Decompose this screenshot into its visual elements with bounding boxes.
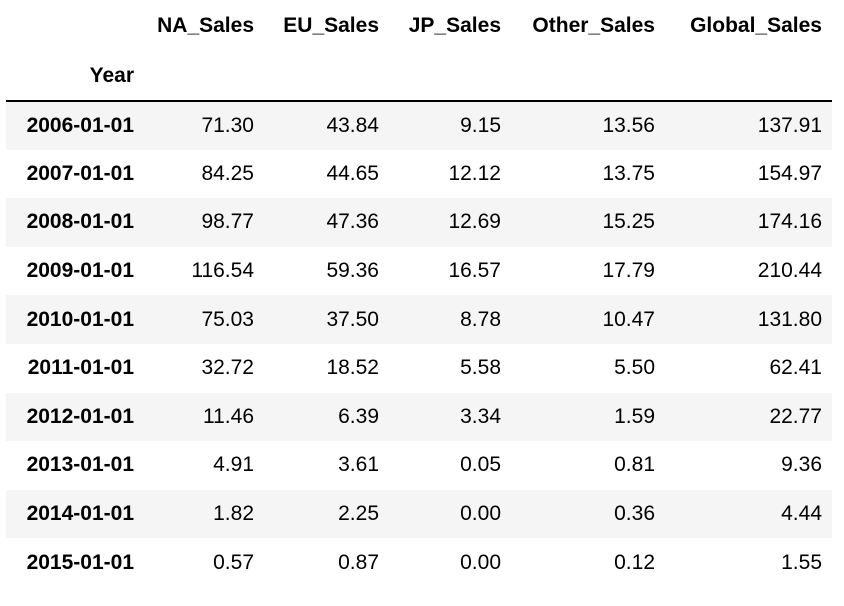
table-cell: 71.30	[134, 100, 264, 150]
table-cell: 9.15	[389, 100, 511, 150]
table-cell: 0.57	[213, 550, 254, 574]
table-cell: 0.36	[614, 502, 655, 526]
table-row: 2006-01-01 71.30 43.84 9.15 13.56 137.91	[6, 100, 832, 150]
row-index-label: 2013-01-01	[26, 453, 134, 477]
table-cell: 12.69	[448, 210, 501, 234]
table-cell: 17.79	[602, 259, 655, 283]
table-cell: 32.72	[201, 356, 254, 380]
row-index-label: 2006-01-01	[6, 100, 134, 150]
table-cell: 5.58	[460, 356, 501, 380]
empty-header-cell	[389, 52, 511, 101]
table-cell: 4.44	[781, 502, 822, 526]
table-row: 2007-01-01 84.25 44.65 12.12 13.75 154.97	[6, 149, 832, 199]
empty-header-cell	[264, 52, 389, 101]
table-cell: 15.25	[602, 210, 655, 234]
table-cell: 13.56	[511, 100, 665, 150]
table-cell: 0.87	[338, 550, 379, 574]
table-cell: 1.59	[614, 404, 655, 428]
table-cell: 131.80	[757, 307, 822, 331]
row-index-label: 2008-01-01	[26, 210, 134, 234]
index-name: Year	[89, 64, 134, 87]
column-header-row: NA_Sales EU_Sales JP_Sales Other_Sales G…	[6, 0, 832, 52]
table-cell: 22.77	[769, 404, 822, 428]
table-cell: 84.25	[201, 161, 254, 185]
table-cell: 210.44	[757, 259, 822, 283]
table-cell: 0.05	[460, 453, 501, 477]
table-cell: 0.00	[460, 502, 501, 526]
table-cell: 3.61	[338, 453, 379, 477]
table-row: 2015-01-01 0.57 0.87 0.00 0.12 1.55	[6, 538, 832, 587]
table-row: 2014-01-01 1.82 2.25 0.00 0.36 4.44	[6, 489, 832, 539]
table-cell: 5.50	[614, 356, 655, 380]
table-cell: 37.50	[326, 307, 379, 331]
table-row: 2012-01-01 11.46 6.39 3.34 1.59 22.77	[6, 392, 832, 442]
table-cell: 4.91	[213, 453, 254, 477]
table-cell: 9.36	[781, 453, 822, 477]
table-cell: 0.12	[614, 550, 655, 574]
table-cell: 44.65	[326, 161, 379, 185]
table-cell: 47.36	[326, 210, 379, 234]
table-cell: 12.12	[448, 161, 501, 185]
table-row: 2008-01-01 98.77 47.36 12.69 15.25 174.16	[6, 198, 832, 247]
table-cell: 137.91	[665, 100, 832, 150]
table-cell: 0.00	[460, 550, 501, 574]
table-cell: 43.84	[264, 100, 389, 150]
table-cell: 1.82	[213, 502, 254, 526]
table-cell: 10.47	[602, 307, 655, 331]
table-cell: 0.81	[614, 453, 655, 477]
column-header: Global_Sales	[690, 14, 822, 37]
table-cell: 174.16	[757, 210, 822, 234]
table-cell: 2.25	[338, 502, 379, 526]
table-row: 2013-01-01 4.91 3.61 0.05 0.81 9.36	[6, 441, 832, 490]
table-row: 2009-01-01 116.54 59.36 16.57 17.79 210.44	[6, 246, 832, 296]
table-cell: 6.39	[338, 404, 379, 428]
table-header: NA_Sales EU_Sales JP_Sales Other_Sales G…	[6, 0, 832, 101]
table-row: 2011-01-01 32.72 18.52 5.58 5.50 62.41	[6, 343, 832, 393]
row-index-label: 2015-01-01	[26, 550, 134, 574]
table-cell: 3.34	[460, 404, 501, 428]
row-index-label: 2012-01-01	[26, 404, 134, 428]
index-name-row: Year	[6, 52, 832, 101]
table-cell: 18.52	[326, 356, 379, 380]
empty-header-cell	[134, 52, 264, 101]
row-index-label: 2010-01-01	[26, 307, 134, 331]
row-index-label: 2007-01-01	[26, 161, 134, 185]
empty-header-cell	[665, 52, 832, 101]
column-header: JP_Sales	[408, 14, 501, 37]
table-body: 2006-01-01 71.30 43.84 9.15 13.56 137.91 2007-…	[6, 100, 832, 587]
table-cell: 98.77	[201, 210, 254, 234]
table-row: 2010-01-01 75.03 37.50 8.78 10.47 131.80	[6, 295, 832, 344]
table-cell: 116.54	[191, 259, 254, 283]
column-header: EU_Sales	[283, 14, 379, 37]
table-cell: 62.41	[769, 356, 822, 380]
table-cell: 16.57	[448, 259, 501, 283]
table-cell: 11.46	[203, 404, 254, 428]
column-header: NA_Sales	[157, 14, 254, 37]
table-cell: 154.97	[757, 161, 822, 185]
column-header: Other_Sales	[532, 14, 655, 37]
row-index-label: 2009-01-01	[26, 259, 134, 283]
row-index-label: 2011-01-01	[27, 356, 134, 380]
row-index-label: 2014-01-01	[26, 502, 134, 526]
table-cell: 75.03	[201, 307, 254, 331]
header-corner	[6, 0, 134, 52]
table-cell: 13.75	[602, 161, 655, 185]
table-cell: 8.78	[460, 307, 501, 331]
dataframe-table: NA_Sales EU_Sales JP_Sales Other_Sales G…	[6, 0, 832, 587]
table-cell: 1.55	[781, 550, 822, 574]
table-cell: 59.36	[326, 259, 379, 283]
empty-header-cell	[511, 52, 665, 101]
